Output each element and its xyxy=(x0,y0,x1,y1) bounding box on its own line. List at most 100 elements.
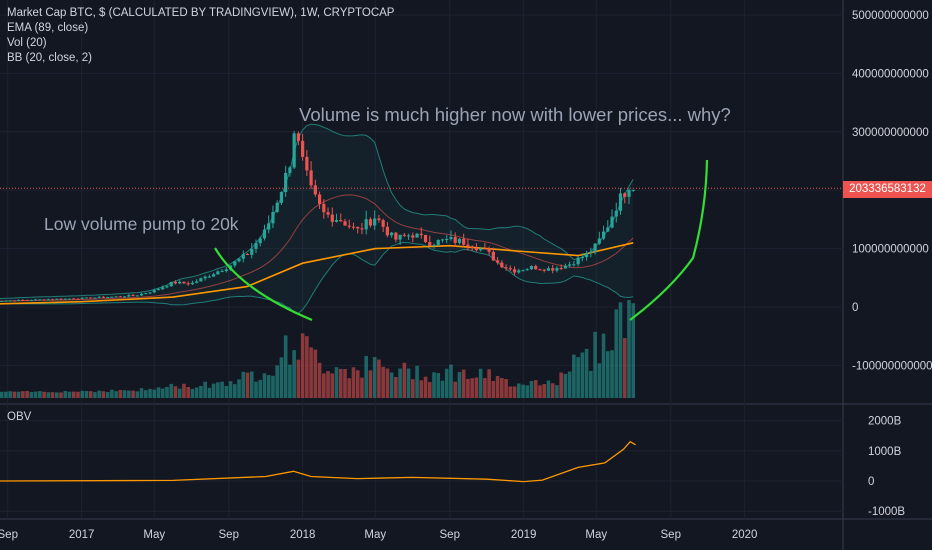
volume-bar xyxy=(516,383,521,398)
volume-bar xyxy=(33,391,38,398)
volume-bar xyxy=(614,309,619,398)
candle-body xyxy=(572,264,576,266)
volume-bar xyxy=(76,391,80,398)
candle-body xyxy=(237,258,241,262)
candle-body xyxy=(258,238,262,244)
volume-bar xyxy=(597,363,602,398)
candle-body xyxy=(89,297,93,299)
volume-bar xyxy=(50,392,55,398)
candle-body xyxy=(589,251,593,253)
volume-bar xyxy=(29,391,34,398)
candle-body xyxy=(500,262,504,268)
volume-bar xyxy=(500,378,504,398)
candle-body xyxy=(93,297,97,299)
volume-bar xyxy=(567,371,572,398)
candle-body xyxy=(4,300,8,302)
candle-body xyxy=(334,220,339,222)
candle-body xyxy=(385,226,389,236)
candle-body xyxy=(360,228,364,230)
x-tick-label: May xyxy=(143,529,165,541)
volume-bar xyxy=(139,388,144,398)
candle-body xyxy=(559,268,563,270)
volume-bar xyxy=(584,348,589,398)
volume-bar xyxy=(262,373,267,398)
volume-bar xyxy=(444,368,449,398)
volume-bar xyxy=(377,359,381,398)
candle-body xyxy=(483,248,487,250)
candle-body xyxy=(542,269,546,271)
candle-body xyxy=(12,300,17,302)
candle-body xyxy=(275,202,279,213)
volume-bar xyxy=(394,377,398,398)
volume-bar xyxy=(589,370,593,398)
volume-bar xyxy=(42,391,46,398)
candle-body xyxy=(46,299,50,301)
volume-bar xyxy=(148,388,152,398)
candle-body xyxy=(529,266,534,270)
ema-89-line xyxy=(0,242,634,305)
candle-body xyxy=(601,231,606,239)
candle-body xyxy=(593,243,597,252)
candle-body xyxy=(80,297,84,299)
annotation-volume-question: Volume is much higher now with lower pri… xyxy=(299,104,731,125)
volume-bar xyxy=(478,368,483,398)
candle-body xyxy=(152,290,156,293)
candle-body xyxy=(330,214,334,222)
volume-bar xyxy=(152,389,157,398)
candle-body xyxy=(466,244,470,247)
volume-bar xyxy=(190,388,195,398)
candle-body xyxy=(284,172,288,193)
volume-bar xyxy=(305,336,309,398)
volume-bar xyxy=(453,381,458,398)
volume-bar xyxy=(93,392,97,398)
volume-bar xyxy=(216,382,220,398)
volume-bar xyxy=(266,375,271,398)
volume-bar xyxy=(300,333,305,398)
volume-bar xyxy=(275,365,279,398)
x-tick-label: 2018 xyxy=(290,529,316,541)
volume-bar xyxy=(160,388,165,398)
candle-body xyxy=(415,233,419,238)
candle-body xyxy=(33,299,38,301)
volume-bar xyxy=(313,349,318,398)
candle-body xyxy=(623,193,627,197)
candle-body xyxy=(538,269,542,271)
volume-bar xyxy=(368,370,373,398)
candle-body xyxy=(220,271,224,273)
candle-body xyxy=(631,189,635,191)
current-price-label: 203336583132 xyxy=(843,181,932,198)
candle-body xyxy=(462,238,466,245)
candle-body xyxy=(534,266,538,270)
volume-bar xyxy=(228,381,233,398)
candle-body xyxy=(517,270,521,273)
volume-bar xyxy=(385,368,390,398)
volume-bar xyxy=(605,351,610,398)
candle-body xyxy=(301,140,305,157)
volume-bar xyxy=(292,350,296,398)
volume-bar xyxy=(283,335,288,398)
volume-bar xyxy=(46,392,51,398)
candle-body xyxy=(131,295,135,297)
volume-bar xyxy=(508,386,513,398)
volume-bar xyxy=(279,357,284,398)
volume-bar xyxy=(521,384,525,398)
bb-fill xyxy=(0,124,634,314)
candle-body xyxy=(148,292,152,294)
volume-bar xyxy=(559,372,563,398)
candle-body xyxy=(241,254,245,259)
volume-bar xyxy=(355,370,360,398)
volume-bar xyxy=(347,378,352,398)
volume-bar xyxy=(80,390,85,398)
volume-bar xyxy=(118,390,123,398)
volume-bar xyxy=(491,380,496,398)
volume-bar xyxy=(538,385,542,398)
volume-bar xyxy=(504,379,508,398)
x-tick-label: Sep xyxy=(0,529,18,541)
volume-bar xyxy=(627,300,631,398)
candle-body xyxy=(618,193,623,211)
candle-body xyxy=(398,234,402,240)
volume-bar xyxy=(0,391,4,398)
candle-body xyxy=(508,268,512,270)
volume-bar xyxy=(220,381,224,398)
x-tick-label: May xyxy=(585,529,607,541)
